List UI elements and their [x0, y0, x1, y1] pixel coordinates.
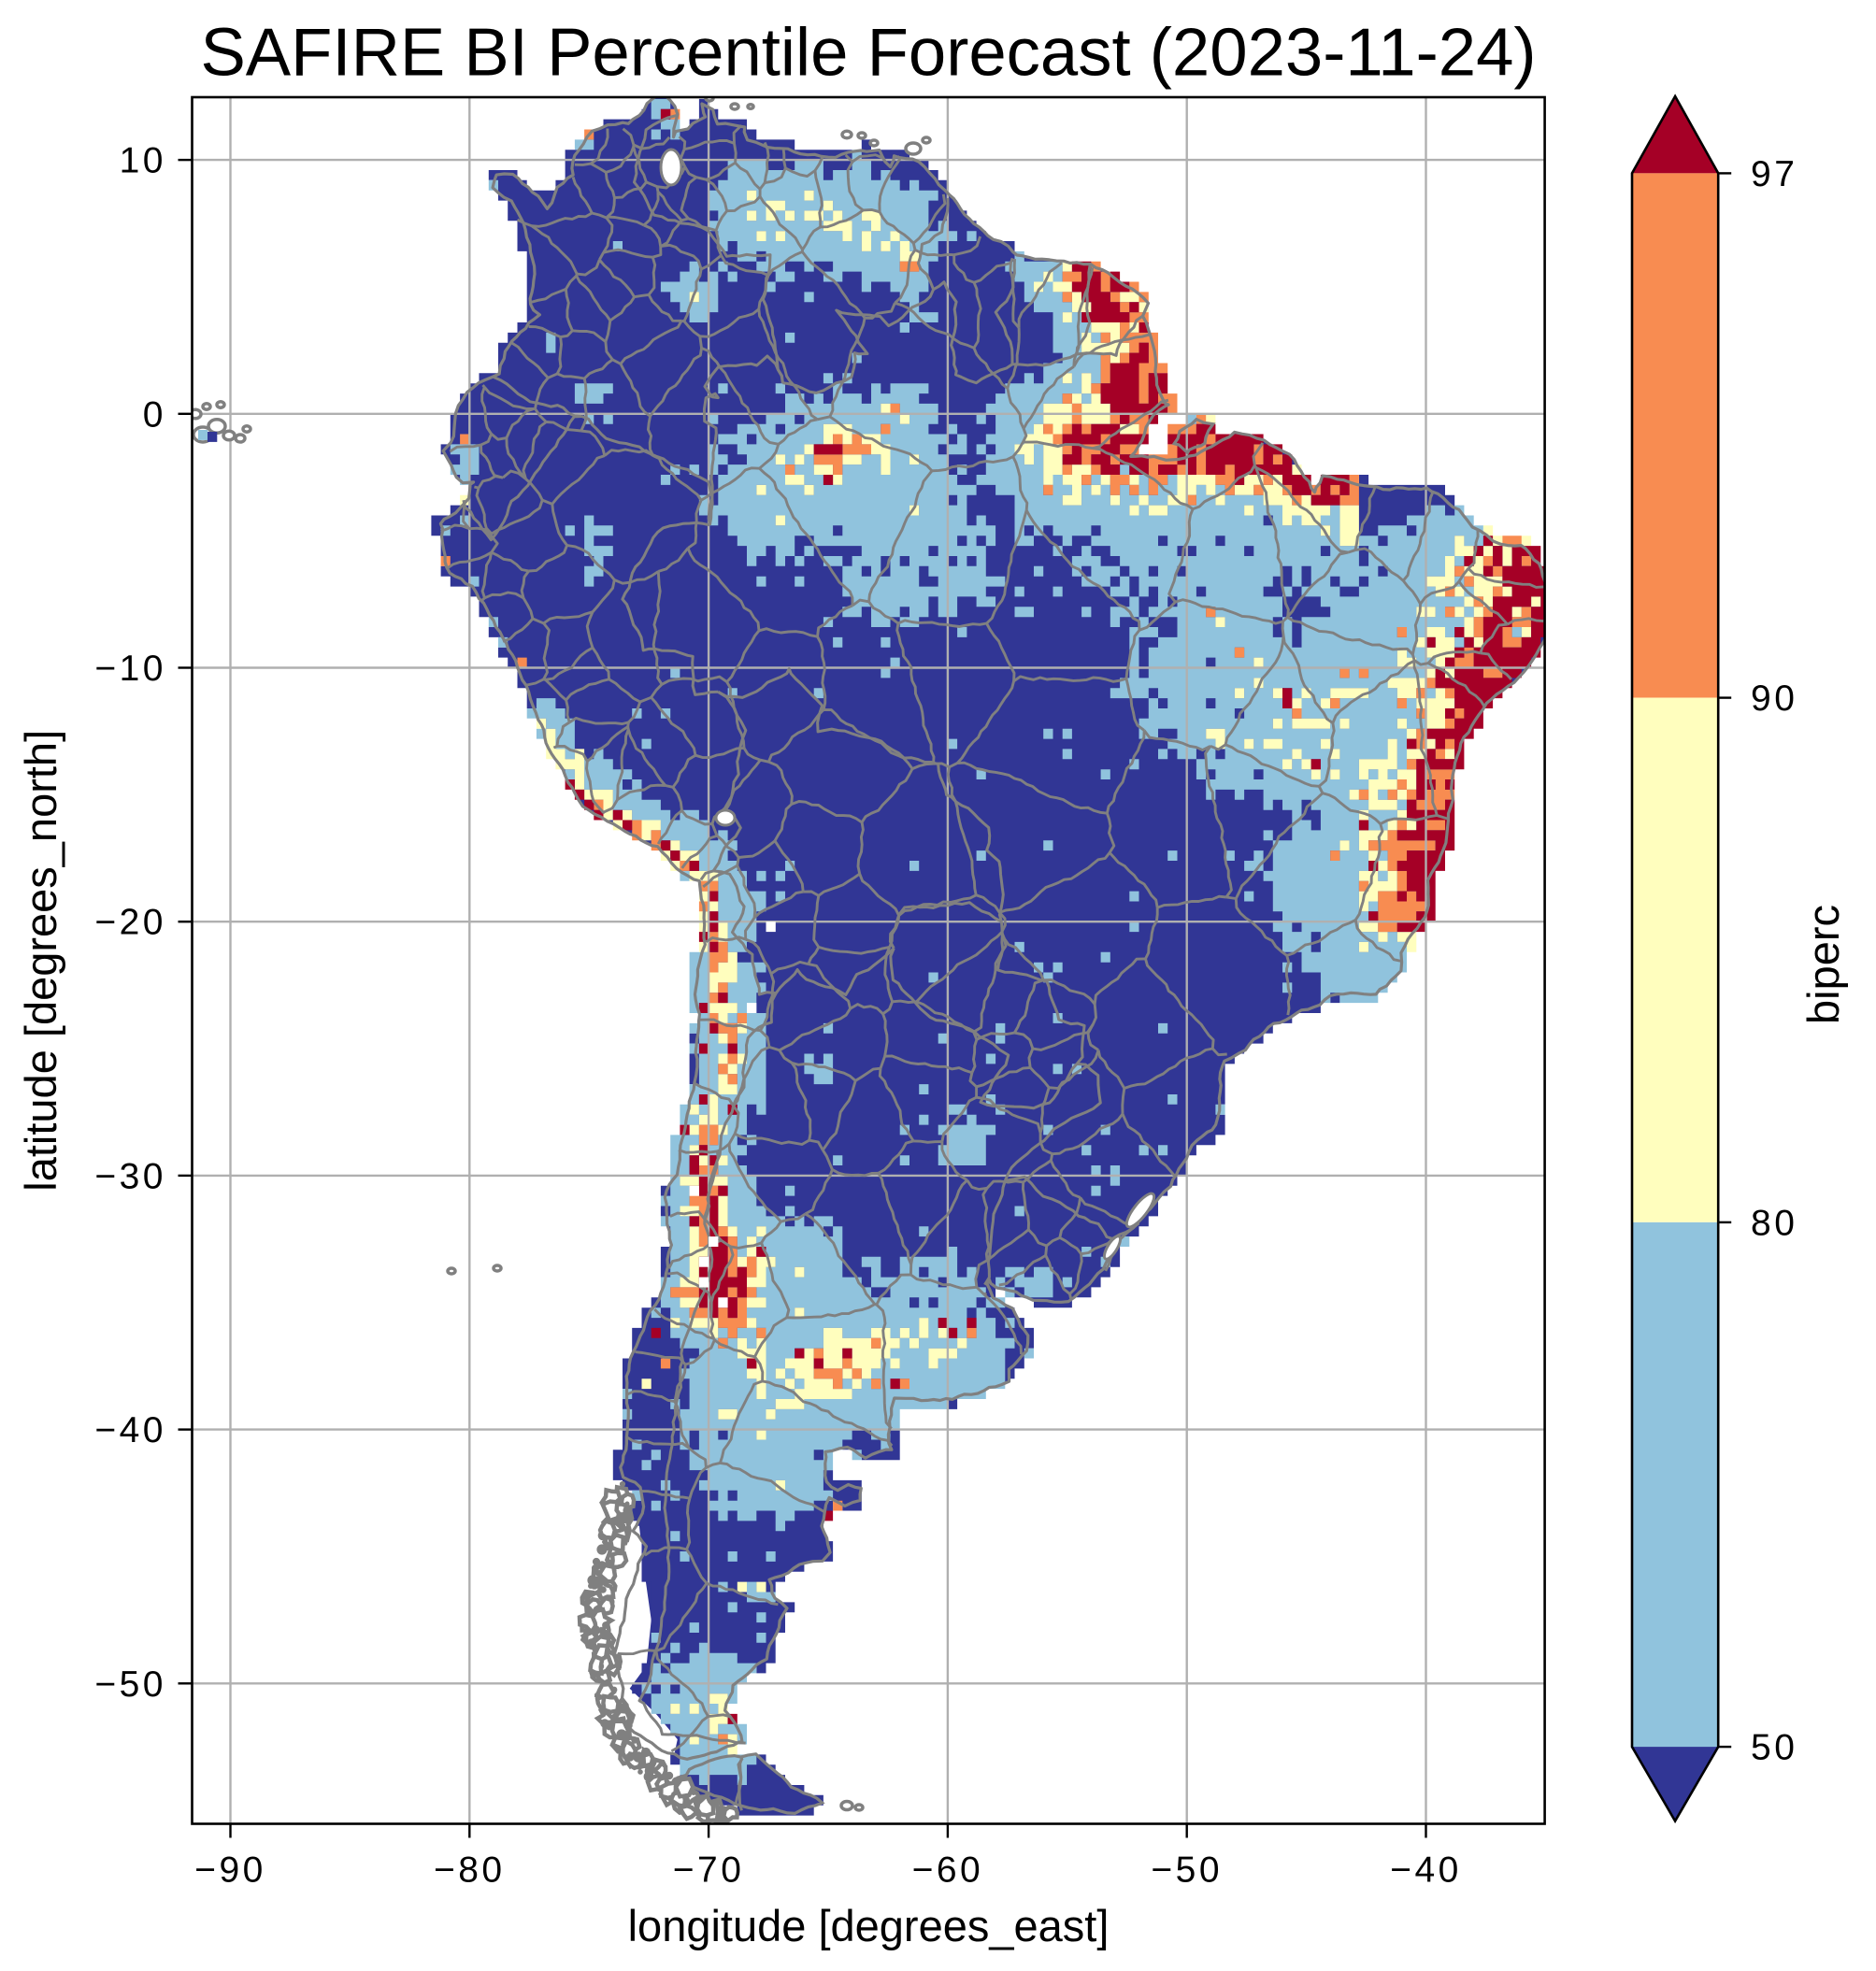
- svg-text:−50: −50: [1151, 1850, 1223, 1891]
- svg-text:biperc: biperc: [1798, 905, 1848, 1024]
- svg-text:90: 90: [1751, 678, 1797, 719]
- svg-text:−50: −50: [94, 1664, 166, 1705]
- svg-text:50: 50: [1751, 1728, 1797, 1768]
- svg-text:−10: −10: [94, 649, 166, 689]
- svg-text:0: 0: [143, 394, 166, 435]
- svg-text:−40: −40: [1390, 1850, 1462, 1891]
- svg-text:−90: −90: [194, 1850, 266, 1891]
- svg-text:−40: −40: [94, 1410, 166, 1450]
- svg-text:latitude [degrees_north]: latitude [degrees_north]: [16, 730, 65, 1192]
- svg-text:−30: −30: [94, 1156, 166, 1196]
- svg-text:SAFIRE BI Percentile Forecast: SAFIRE BI Percentile Forecast (2023-11-2…: [200, 14, 1536, 90]
- svg-text:10: 10: [120, 141, 166, 181]
- svg-text:80: 80: [1751, 1203, 1797, 1243]
- svg-text:longitude [degrees_east]: longitude [degrees_east]: [628, 1901, 1110, 1950]
- svg-text:−20: −20: [94, 903, 166, 943]
- svg-text:−70: −70: [673, 1850, 745, 1891]
- svg-text:−80: −80: [434, 1850, 506, 1891]
- svg-text:97: 97: [1751, 154, 1797, 194]
- svg-text:−60: −60: [912, 1850, 984, 1891]
